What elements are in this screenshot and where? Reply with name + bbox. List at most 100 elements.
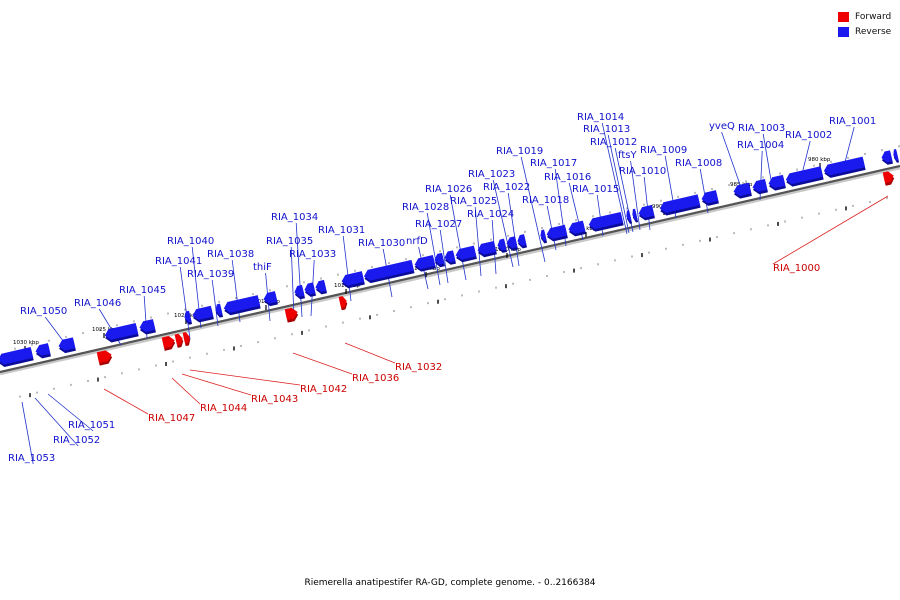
reverse-gene-arrow[interactable] — [751, 178, 768, 195]
gene-label-ria-1041[interactable]: RIA_1041 — [155, 256, 202, 267]
gene-label-ria-1014[interactable]: RIA_1014 — [577, 112, 624, 123]
reverse-gene-arrow[interactable] — [314, 279, 328, 295]
reverse-gene-arrow[interactable] — [303, 282, 317, 297]
reverse-gene-arrow[interactable] — [588, 211, 624, 233]
forward-gene-arrow[interactable] — [284, 307, 300, 323]
reverse-gene-arrow[interactable] — [57, 337, 76, 354]
reverse-gene-arrow[interactable] — [293, 284, 306, 300]
reverse-gene-arrow[interactable] — [476, 241, 497, 258]
reverse-gene-arrow[interactable] — [191, 305, 214, 324]
gene-label-ria-1002[interactable]: RIA_1002 — [785, 130, 832, 141]
gene-label-ria-1022[interactable]: RIA_1022 — [483, 182, 530, 193]
gene-label-ria-1019[interactable]: RIA_1019 — [496, 146, 543, 157]
reverse-gene-arrow[interactable] — [223, 295, 261, 316]
legend-item-forward[interactable]: Forward — [838, 9, 891, 24]
reverse-gene-arrow[interactable] — [880, 150, 894, 165]
forward-gene-arrow[interactable] — [882, 170, 896, 186]
gene-label-ria-1050[interactable]: RIA_1050 — [20, 306, 67, 317]
reverse-gene-arrow[interactable] — [732, 182, 752, 200]
reverse-gene-arrow[interactable] — [433, 252, 446, 268]
gene-label-ria-1010[interactable]: RIA_1010 — [619, 166, 666, 177]
gene-label-ria-1000[interactable]: RIA_1000 — [773, 263, 820, 274]
gene-label-ria-1033[interactable]: RIA_1033 — [289, 249, 336, 260]
gene-label-ria-1016[interactable]: RIA_1016 — [544, 172, 591, 183]
forward-gene-arrow[interactable] — [182, 331, 192, 347]
gene-label-ria-1009[interactable]: RIA_1009 — [640, 145, 687, 156]
legend-item-reverse[interactable]: Reverse — [838, 24, 891, 39]
reverse-gene-arrow[interactable] — [631, 208, 639, 223]
forward-gene-arrow[interactable] — [338, 295, 349, 311]
gene-label-ria-1001[interactable]: RIA_1001 — [829, 116, 876, 127]
reverse-gene-arrow[interactable] — [214, 303, 224, 319]
label-leader — [34, 397, 79, 447]
gene-label-ria-1027[interactable]: RIA_1027 — [415, 219, 462, 230]
reverse-gene-arrow[interactable] — [700, 190, 719, 207]
forward-gene-arrow[interactable] — [161, 335, 177, 351]
reverse-gene-arrow[interactable] — [340, 271, 365, 289]
gene-label-ria-1043[interactable]: RIA_1043 — [251, 394, 298, 405]
gene-label-ria-1012[interactable]: RIA_1012 — [590, 137, 637, 148]
label-leader — [47, 393, 94, 432]
gene-label-ria-1035[interactable]: RIA_1035 — [266, 236, 313, 247]
reverse-gene-arrow[interactable] — [363, 259, 415, 284]
reverse-gene-arrow[interactable] — [785, 166, 824, 188]
gene-label-ria-1008[interactable]: RIA_1008 — [675, 158, 722, 169]
gene-label-ria-1038[interactable]: RIA_1038 — [207, 249, 254, 260]
gene-label-ria-1044[interactable]: RIA_1044 — [200, 403, 247, 414]
gene-label-ria-1028[interactable]: RIA_1028 — [402, 202, 449, 213]
reverse-gene-arrow[interactable] — [505, 236, 519, 251]
gene-label-ria-1003[interactable]: RIA_1003 — [738, 123, 785, 134]
gene-label-ria-1036[interactable]: RIA_1036 — [352, 373, 399, 384]
reverse-gene-arrow[interactable] — [659, 194, 701, 216]
gene-label-ria-1032[interactable]: RIA_1032 — [395, 362, 442, 373]
reverse-gene-arrow[interactable] — [637, 204, 655, 222]
reverse-gene-arrow[interactable] — [496, 238, 508, 254]
gene-label-thif[interactable]: thiF — [253, 262, 272, 273]
gene-arrow-face — [104, 322, 139, 340]
gene-label-nrfd[interactable]: nrfD — [406, 236, 428, 247]
forward-gene-arrow[interactable] — [96, 349, 114, 366]
gene-label-ria-1052[interactable]: RIA_1052 — [53, 435, 100, 446]
gene-label-ria-1025[interactable]: RIA_1025 — [450, 196, 497, 207]
reverse-gene-arrow[interactable] — [567, 220, 586, 238]
gene-label-ria-1045[interactable]: RIA_1045 — [119, 285, 166, 296]
reverse-gene-arrow[interactable] — [413, 255, 436, 273]
gene-label-ria-1039[interactable]: RIA_1039 — [187, 269, 234, 280]
gene-label-ria-1026[interactable]: RIA_1026 — [425, 184, 472, 195]
reverse-gene-arrow[interactable] — [892, 148, 900, 163]
gene-label-ria-1053[interactable]: RIA_1053 — [8, 453, 55, 464]
gene-label-ria-1017[interactable]: RIA_1017 — [530, 158, 577, 169]
reverse-gene-arrow[interactable] — [262, 291, 278, 307]
gene-label-yveq[interactable]: yveQ — [709, 121, 735, 132]
reverse-gene-arrow[interactable] — [443, 250, 457, 265]
reverse-gene-arrow[interactable] — [454, 245, 477, 264]
gene-label-ria-1031[interactable]: RIA_1031 — [318, 225, 365, 236]
gene-label-ftsy[interactable]: ftsY — [618, 150, 637, 161]
gene-label-ria-1034[interactable]: RIA_1034 — [271, 212, 318, 223]
reverse-gene-arrow[interactable] — [545, 224, 568, 243]
gene-label-ria-1040[interactable]: RIA_1040 — [167, 236, 214, 247]
gene-label-ria-1015[interactable]: RIA_1015 — [572, 184, 619, 195]
gene-label-ria-1030[interactable]: RIA_1030 — [358, 238, 405, 249]
reverse-gene-arrow[interactable] — [539, 229, 548, 244]
gene-label-ria-1047[interactable]: RIA_1047 — [148, 413, 195, 424]
reverse-gene-arrow[interactable] — [104, 322, 139, 344]
reverse-gene-arrow[interactable] — [625, 210, 633, 224]
gene-label-ria-1051[interactable]: RIA_1051 — [68, 420, 115, 431]
gene-label-ria-1013[interactable]: RIA_1013 — [583, 124, 630, 135]
reverse-gene-arrow[interactable] — [516, 234, 528, 249]
gene-label-ria-1023[interactable]: RIA_1023 — [468, 169, 515, 180]
reverse-gene-arrow[interactable] — [183, 310, 193, 326]
gene-label-ria-1046[interactable]: RIA_1046 — [74, 298, 121, 309]
gene-label-ria-1004[interactable]: RIA_1004 — [737, 140, 784, 151]
reverse-gene-arrow[interactable] — [138, 319, 156, 336]
gene-label-ria-1024[interactable]: RIA_1024 — [467, 209, 514, 220]
reverse-gene-arrow[interactable] — [767, 174, 786, 192]
reverse-gene-arrow[interactable] — [0, 347, 34, 368]
reverse-gene-arrow[interactable] — [34, 343, 51, 359]
forward-gene-arrow[interactable] — [174, 333, 185, 348]
reverse-gene-arrow[interactable] — [823, 156, 866, 179]
gene-label-ria-1018[interactable]: RIA_1018 — [522, 195, 569, 206]
gene-label-ria-1042[interactable]: RIA_1042 — [300, 384, 347, 395]
